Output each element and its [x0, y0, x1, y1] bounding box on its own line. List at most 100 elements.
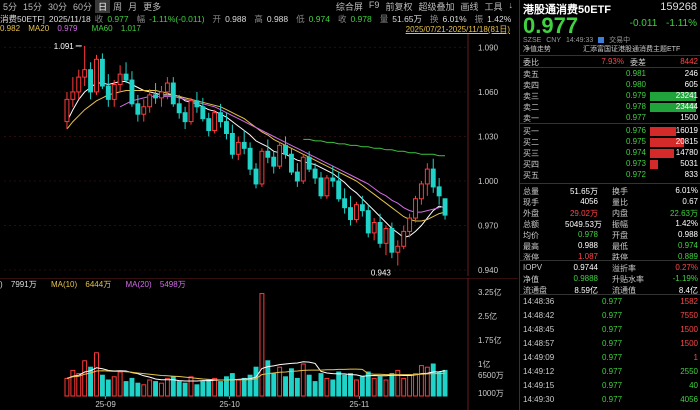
ma-legend: 0.982 MA20 0.979 MA60 1.017: [0, 24, 153, 34]
candle: [430, 158, 436, 193]
candle-body: [135, 103, 141, 115]
forward-adjust-button[interactable]: 前复权: [385, 2, 413, 12]
trade-row[interactable]: 14:49:12 0.977 2550: [520, 367, 700, 377]
ask-level-row[interactable]: 卖三 0.979 23241: [520, 91, 700, 101]
bid-level-price: 0.976: [625, 126, 646, 135]
weidiff-value: 8442: [680, 57, 698, 66]
volume-bar: [224, 376, 229, 397]
stat-row: 流通盘 8.59亿 流通值 8.4亿: [520, 285, 700, 295]
ask-level-label: 卖一: [523, 114, 539, 123]
stat-value: 1.42%: [675, 219, 698, 228]
candle: [164, 77, 170, 100]
candle: [206, 112, 212, 137]
stat-label: 总额: [523, 220, 539, 229]
trade-row[interactable]: 14:49:30 0.977 4056: [520, 395, 700, 405]
candle-body: [153, 94, 159, 99]
candle-body: [123, 73, 129, 81]
candle-body: [306, 156, 312, 170]
tab-more[interactable]: 更多: [143, 1, 162, 12]
stat-value: 0.974: [677, 241, 698, 250]
candle: [389, 222, 395, 259]
candle: [383, 225, 389, 256]
bid-level-row[interactable]: 买五 0.972 833: [520, 170, 700, 180]
volume-bar: [389, 373, 395, 397]
kline-panel[interactable]: 5分 15分 30分 60分 日 周 月 更多 综合屏 F9 前复权 超级叠加 …: [0, 0, 518, 410]
arrow-down-icon[interactable]: ↓: [508, 0, 514, 10]
ma20-value: 0.979: [57, 24, 78, 33]
trade-volume: 2550: [680, 367, 698, 376]
bid-level-label: 买五: [523, 171, 539, 180]
trade-row[interactable]: 14:49:15 0.977 40: [520, 381, 700, 391]
candle-body: [111, 84, 117, 100]
trade-row[interactable]: 14:49:09 0.977 1: [520, 353, 700, 363]
trade-time: 14:48:45: [523, 325, 555, 334]
ask-level-row[interactable]: 卖二 0.978 23444: [520, 102, 700, 112]
composite-screen-button[interactable]: 综合屏: [335, 2, 363, 12]
stat-label: IOPV: [523, 263, 543, 272]
candle-body: [259, 150, 265, 185]
ask-level-volume: 23241: [675, 91, 698, 100]
ask-level-row[interactable]: 卖一 0.977 1500: [520, 113, 700, 123]
stat-label: 溢折率: [612, 264, 636, 273]
volume-bar: [312, 381, 318, 397]
volume-bar: [401, 377, 407, 397]
candle-body: [200, 106, 206, 120]
trade-row[interactable]: 14:48:57 0.977 1500: [520, 339, 700, 349]
candle-body: [141, 106, 147, 115]
quote-time: 14:49:33: [565, 37, 594, 44]
turnover-label: 换: [430, 13, 439, 24]
candle: [129, 71, 135, 107]
stat-row: 均价 0.978 开盘 0.988: [520, 230, 700, 240]
divider: [520, 67, 700, 68]
date-range[interactable]: 2025/07/21-2025/11/18(81日): [405, 25, 510, 34]
volume-bar: [395, 369, 401, 397]
index-name[interactable]: 汇添富国证港股通消费主题ETF: [583, 46, 681, 53]
bid-level-row[interactable]: 买三 0.974 14780: [520, 148, 700, 158]
tab-60min[interactable]: 60分: [73, 1, 93, 12]
bid-level-row[interactable]: 买二 0.975 20815: [520, 137, 700, 147]
candle-body: [170, 82, 176, 105]
draw-line-button[interactable]: 画线: [460, 2, 479, 12]
ask-level-row[interactable]: 卖四 0.980 605: [520, 80, 700, 90]
volume-chart[interactable]: 3.25亿 2.5亿 1.75亿 1亿 6500万 1000万 25-09 25-10 25-1…: [0, 278, 518, 410]
tab-week[interactable]: 周: [113, 1, 123, 12]
candle: [247, 142, 253, 176]
tab-5min[interactable]: 5分: [3, 1, 18, 12]
bid-level-row[interactable]: 买四 0.973 5031: [520, 159, 700, 169]
candle-body: [424, 168, 430, 185]
trade-row[interactable]: 14:48:42 0.977 7550: [520, 311, 700, 321]
tab-month[interactable]: 月: [128, 1, 138, 12]
ask-level-row[interactable]: 卖五 0.981 246: [520, 69, 700, 79]
candle-body: [377, 222, 383, 244]
last-value: 0.978: [350, 13, 372, 24]
candle: [436, 178, 442, 205]
bid-level-volume: 16019: [675, 126, 698, 135]
candlestick-chart[interactable]: 1.090 1.060 1.030 1.000 0.970 0.940 1.091 0.943: [0, 34, 518, 276]
bid-level-row[interactable]: 买一 0.976 16019: [520, 126, 700, 136]
volume-bar: [265, 360, 271, 397]
trade-price: 0.977: [602, 395, 623, 404]
candle-body: [330, 177, 336, 182]
candle: [424, 163, 430, 196]
volume-bar: [413, 373, 418, 397]
candle: [76, 69, 82, 100]
volume-bar: [288, 368, 294, 397]
x-tick-label: 25-09: [95, 400, 116, 409]
nav-trend-link[interactable]: 净值走势: [523, 46, 551, 53]
ma-line-ma20: [66, 90, 446, 222]
candle-body: [294, 171, 300, 182]
trade-row[interactable]: 14:48:36 0.977 1582: [520, 297, 700, 307]
super-overlay-button[interactable]: 超级叠加: [418, 2, 455, 12]
trade-time: 14:48:36: [523, 297, 555, 306]
tab-30min[interactable]: 30分: [48, 1, 68, 12]
candle-body: [265, 150, 271, 158]
x-tick-label: 25-10: [219, 400, 240, 409]
trade-row[interactable]: 14:48:45 0.977 1500: [520, 325, 700, 335]
tools-button[interactable]: 工具: [484, 2, 503, 12]
candle-body: [76, 76, 82, 93]
tab-day[interactable]: 日: [95, 0, 111, 13]
tab-15min[interactable]: 15分: [23, 1, 43, 12]
candle: [330, 166, 336, 187]
candle: [159, 86, 164, 107]
f9-button[interactable]: F9: [368, 0, 380, 10]
